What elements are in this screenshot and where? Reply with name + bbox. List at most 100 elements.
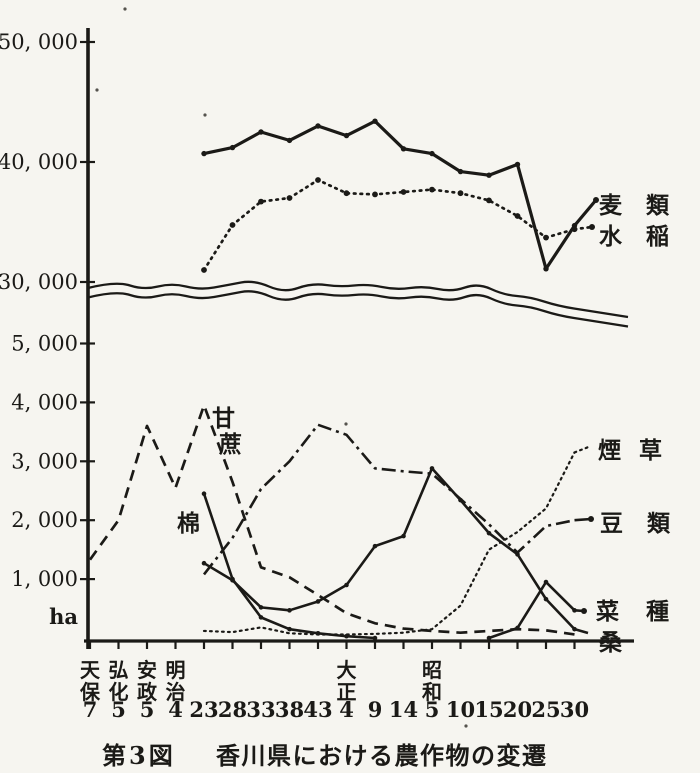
series-point-桑 <box>315 599 321 604</box>
series-point-麦類 <box>258 129 264 135</box>
x-tick-label: 4 <box>339 697 354 722</box>
series-point-桑 <box>429 466 435 471</box>
series-label-煙草: 煙 <box>598 437 621 464</box>
series-label-菜種: 菜 <box>595 598 619 625</box>
series-point-桑 <box>287 608 292 613</box>
series-line-菜種 <box>488 580 576 640</box>
x-tick-label: 25 <box>531 697 560 722</box>
series-point-棉 <box>258 615 264 620</box>
x-tick-era-label: 和 <box>422 680 442 704</box>
series-label-水稲: 水 <box>599 223 623 250</box>
y-tick-label: 2, 000 <box>11 508 78 532</box>
series-label-pointer <box>573 198 598 227</box>
series-label-棉: 棉 <box>177 510 200 537</box>
y-tick-label: 5, 000 <box>11 332 78 356</box>
y-tick-label: 50, 000 <box>0 30 78 54</box>
scan-speck <box>344 422 348 426</box>
series-point-麦類 <box>514 161 521 168</box>
x-tick-era-label: 治 <box>166 680 186 704</box>
series-point-麦類 <box>315 123 321 129</box>
series-point-桑 <box>515 552 520 557</box>
series-label-甘蔗: 蔗 <box>218 431 242 458</box>
x-tick-era-label: 昭 <box>422 658 442 682</box>
x-tick-era-label: 天 <box>80 658 101 682</box>
x-tick-era-label: 政 <box>137 680 158 704</box>
series-point-水稲 <box>514 213 521 219</box>
series-label-甘蔗: 甘 <box>212 405 235 432</box>
series-point-麦類 <box>286 137 293 144</box>
x-tick-label: 43 <box>303 697 332 722</box>
series-point-麦類 <box>486 172 492 178</box>
series-point-水稲 <box>372 191 378 198</box>
series-label-pointer <box>573 444 593 454</box>
series-point-麦類 <box>201 150 207 157</box>
series-甘蔗: 甘蔗 <box>88 403 575 636</box>
series-label-豆類: 類 <box>647 510 671 537</box>
series-point-麦類 <box>372 118 378 124</box>
figure-title: 香川県における農作物の変遷 <box>216 741 548 770</box>
y-tick-label: 4, 000 <box>11 390 78 414</box>
scan-speck <box>464 724 468 728</box>
series-point-水稲 <box>201 267 207 273</box>
series-point-麦類 <box>429 150 435 157</box>
y-tick-label: 3, 000 <box>11 449 78 473</box>
series-point-麦類 <box>457 168 464 175</box>
x-tick-label: 4 <box>168 697 183 722</box>
series-豆類: 豆類 <box>202 423 671 576</box>
x-tick-label: 14 <box>389 697 418 722</box>
series-end-dot <box>593 197 599 203</box>
series-point-桑 <box>572 626 577 632</box>
series-麦類: 麦類 <box>201 118 670 272</box>
x-tick-label: 5 <box>140 697 155 722</box>
series-point-菜種 <box>486 635 492 641</box>
series-point-水稲 <box>286 195 293 201</box>
series-point-桑 <box>344 582 349 588</box>
scan-speck <box>95 88 99 92</box>
series-label-麦類: 麦 <box>599 192 623 219</box>
series-point-棉 <box>372 635 378 641</box>
series-point-桑 <box>458 497 463 503</box>
series-line-甘蔗 <box>88 403 575 636</box>
y-tick-label: 30, 000 <box>0 270 78 294</box>
y-tick-label: 1, 000 <box>11 567 78 591</box>
x-tick-era-label: 安 <box>137 658 157 682</box>
series-point-水稲 <box>543 234 549 241</box>
series-end-dot <box>581 608 587 614</box>
series-point-水稲 <box>315 177 321 183</box>
series-point-桑 <box>401 533 406 539</box>
x-tick-label: 28 <box>218 697 247 722</box>
x-tick-era-label: 正 <box>337 680 357 704</box>
x-tick-label: 33 <box>246 697 275 722</box>
figure-number: 第3図 <box>102 741 176 770</box>
x-tick-era-label: 明 <box>166 658 186 682</box>
x-tick-label: 23 <box>189 697 218 722</box>
series-line-棉 <box>202 493 376 640</box>
series-point-桑 <box>230 577 235 583</box>
scan-speck <box>203 113 207 117</box>
series-label-麦類: 類 <box>646 192 670 219</box>
series-line-煙草 <box>202 451 576 636</box>
series-point-菜種 <box>572 608 577 613</box>
caption: 第3図 香川県における農作物の変遷 <box>0 736 700 770</box>
series-水稲: 水稲 <box>201 177 669 273</box>
y-axis-unit-label: ha <box>49 604 78 629</box>
series-point-水稲 <box>229 222 236 228</box>
series-point-水稲 <box>400 189 407 195</box>
series-label-豆類: 豆 <box>600 510 623 537</box>
series-菜種: 菜種 <box>486 579 669 641</box>
series-point-水稲 <box>343 190 350 197</box>
x-tick-era-label: 保 <box>79 680 101 704</box>
series-point-菜種 <box>515 625 520 631</box>
series-line-水稲 <box>202 178 576 272</box>
series-label-菜種: 種 <box>646 598 669 625</box>
series-point-桑 <box>258 605 264 610</box>
x-tick-label: 20 <box>503 697 532 722</box>
x-tick-label: 7 <box>83 697 98 722</box>
series-point-水稲 <box>486 197 492 204</box>
series-point-棉 <box>201 491 207 496</box>
crop-transition-chart: 50, 000 40, 000 30, 000 5, 000 4, 000 3, 000 2… <box>0 7 671 728</box>
series-label-水稲: 稲 <box>646 223 669 250</box>
x-tick-label: 38 <box>275 697 304 722</box>
